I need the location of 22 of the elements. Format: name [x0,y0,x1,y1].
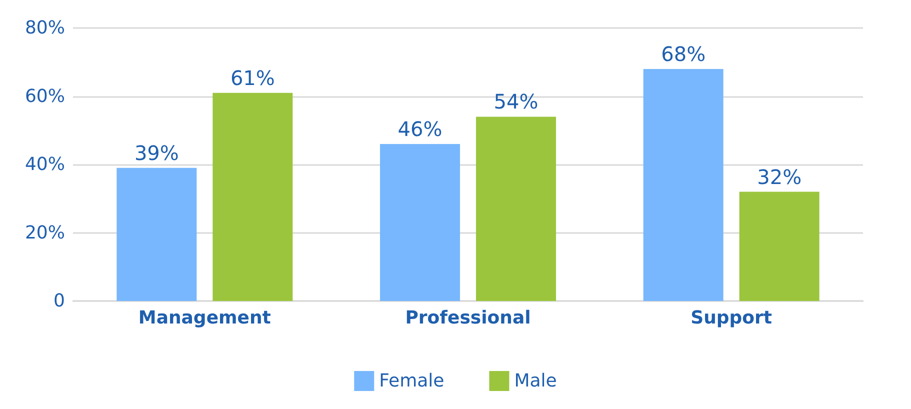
y-tick-label: 20% [24,222,65,244]
y-tick-label: 80% [24,18,65,38]
bar [643,68,724,301]
data-label: 39% [134,140,179,165]
bar [476,116,556,301]
data-label: 61% [230,66,275,90]
legend-label: Female [379,370,444,392]
y-tick-label: 0 [54,290,65,312]
y-tick-label: 40% [24,154,65,175]
data-label: 32% [757,164,802,189]
x-tick-label: Management [138,308,272,328]
bar [380,144,460,301]
y-tick-label: 60% [24,86,65,107]
x-tick-label: Professional [405,308,531,328]
bar [212,92,293,301]
bar [739,192,820,301]
bar [116,168,197,301]
data-label: 46% [398,117,442,142]
legend-label: Male [514,370,557,392]
data-label: 68% [661,42,706,66]
data-label: 54% [494,90,538,114]
x-tick-label: Support [690,308,772,328]
